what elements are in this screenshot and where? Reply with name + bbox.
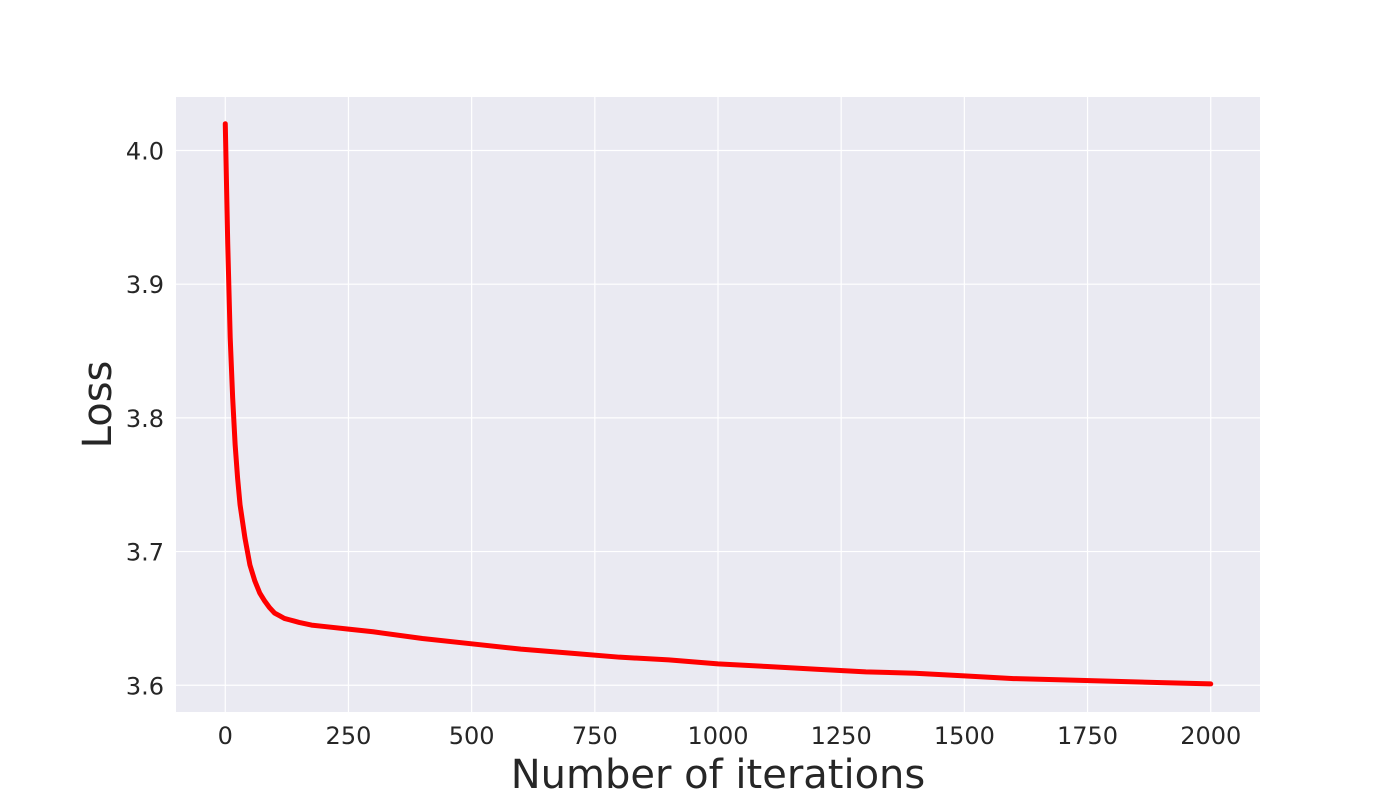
x-tick-label: 0 — [218, 722, 233, 750]
y-axis-label: Loss — [75, 361, 121, 449]
y-tick-labels: 3.6 3.7 3.8 3.9 4.0 — [126, 137, 164, 700]
series-layer — [222, 121, 1214, 687]
grid-lines — [176, 97, 1260, 712]
y-tick-label: 3.9 — [126, 271, 164, 299]
x-tick-label: 1500 — [934, 722, 995, 750]
x-tick-label: 1250 — [811, 722, 872, 750]
loss-series-line — [222, 121, 1214, 687]
y-tick-label: 3.8 — [126, 405, 164, 433]
x-tick-label: 250 — [326, 722, 372, 750]
y-tick-label: 3.6 — [126, 672, 164, 700]
x-tick-label: 750 — [572, 722, 618, 750]
y-tick-label: 4.0 — [126, 137, 164, 165]
x-axis-label: Number of iterations — [511, 752, 926, 798]
x-tick-label: 1000 — [687, 722, 748, 750]
x-tick-label: 2000 — [1180, 722, 1241, 750]
x-tick-label: 1750 — [1057, 722, 1118, 750]
x-tick-label: 500 — [449, 722, 495, 750]
y-tick-label: 3.7 — [126, 539, 164, 567]
x-tick-labels: 0 250 500 750 1000 1250 1500 1750 2000 — [218, 722, 1242, 750]
